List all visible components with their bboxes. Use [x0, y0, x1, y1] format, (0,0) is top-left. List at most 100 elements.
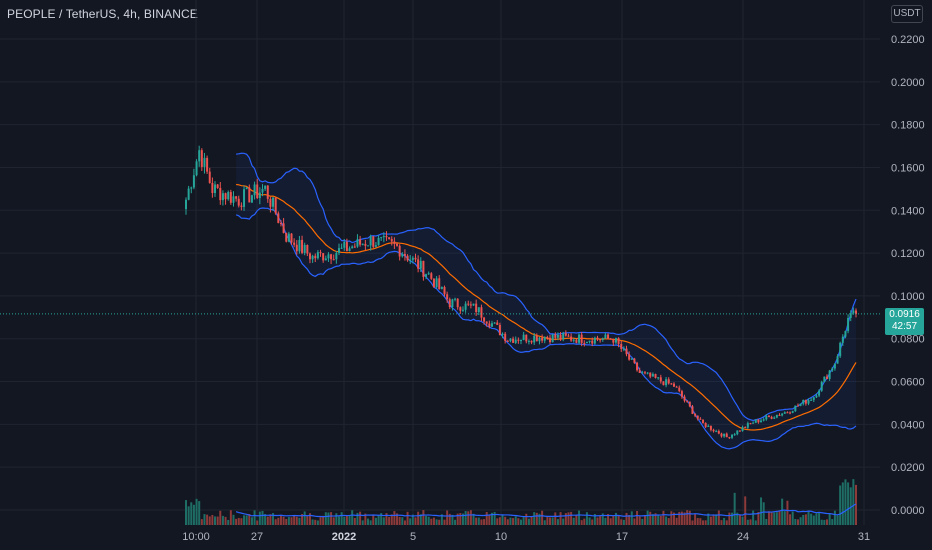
candle-body	[638, 370, 641, 374]
candle-body	[575, 339, 578, 343]
candle-body	[301, 239, 304, 253]
candle-body	[235, 196, 238, 199]
candle-body	[517, 339, 520, 341]
candle-body	[216, 184, 219, 188]
volume-bar	[369, 520, 372, 525]
candle-body	[512, 338, 515, 343]
volume-bar	[720, 520, 723, 525]
volume-bar	[599, 515, 602, 525]
volume-bar	[812, 515, 815, 525]
candle-body	[417, 259, 420, 269]
volume-bar	[393, 511, 396, 525]
candle-body	[570, 336, 573, 341]
volume-bar	[208, 516, 211, 525]
candle-body	[688, 401, 691, 407]
price-tick-label: 0.0000	[891, 505, 925, 517]
candle-body	[208, 171, 211, 183]
candle-body	[343, 242, 346, 248]
volume-bar	[425, 515, 428, 525]
volume-bar	[614, 512, 617, 525]
volume-moving-average	[235, 503, 857, 518]
volume-bar	[527, 518, 530, 525]
volume-bar	[654, 513, 657, 525]
candle-body	[279, 222, 282, 224]
candle-body	[448, 299, 451, 308]
volume-bar	[277, 517, 280, 525]
volume-bar	[686, 510, 689, 525]
volume-bar	[731, 512, 734, 525]
candle-body	[337, 248, 340, 253]
candle-body	[535, 335, 538, 342]
price-tick-label: 0.1000	[891, 291, 925, 303]
volume-bar	[248, 513, 251, 525]
volume-bar	[509, 517, 512, 525]
candle-body	[625, 348, 628, 355]
candle-body	[264, 185, 267, 189]
volume-bar	[438, 519, 441, 525]
candle-body	[456, 298, 459, 308]
candle-body	[272, 197, 275, 207]
basis-line	[236, 183, 857, 431]
volume-bar	[533, 512, 536, 525]
volume-bar	[319, 517, 322, 525]
candle-body	[461, 309, 464, 311]
volume-bar	[815, 513, 818, 525]
candle-body	[549, 337, 552, 343]
volume-bar	[311, 519, 314, 525]
volume-bar	[799, 517, 802, 525]
volume-bar	[852, 479, 855, 525]
volume-bar	[314, 519, 317, 525]
volume-bar	[580, 520, 583, 525]
volume-bar	[855, 484, 857, 525]
volume-bar	[364, 513, 367, 525]
volume-bar	[185, 500, 187, 525]
volume-bar	[390, 514, 393, 525]
candle-body	[728, 437, 731, 439]
volume-bar	[607, 513, 610, 525]
currency-unit-button[interactable]: USDT	[891, 5, 923, 23]
candle-body	[480, 307, 483, 318]
candle-body	[306, 244, 309, 254]
band-fill	[236, 153, 856, 449]
volume-bar	[818, 512, 821, 525]
candle-body	[464, 303, 467, 310]
volume-bar	[461, 513, 464, 525]
volume-bar	[620, 519, 623, 525]
volume-bar	[282, 516, 285, 525]
candle-body	[303, 244, 306, 253]
candle-body	[414, 257, 417, 260]
volume-bar	[306, 516, 309, 525]
candle-body	[248, 187, 251, 203]
candle-body	[601, 338, 604, 340]
candle-body	[229, 192, 232, 203]
volume-bar	[807, 511, 810, 525]
candle-body	[250, 195, 253, 203]
candle-body	[741, 427, 744, 432]
candle-body	[406, 255, 409, 261]
volume-bar	[543, 520, 546, 525]
volume-bar	[810, 513, 813, 525]
volume-bar	[773, 512, 776, 525]
volume-bar	[340, 512, 343, 525]
candle-body	[636, 362, 639, 371]
volume-bar	[678, 511, 681, 525]
candle-body	[702, 419, 705, 423]
candle-body	[678, 387, 681, 392]
candle-body	[807, 400, 810, 404]
volume-bar	[303, 511, 306, 525]
volume-bar	[396, 513, 399, 525]
lower-band-line	[235, 207, 857, 450]
candle-body	[770, 416, 773, 419]
volume-bar	[195, 498, 198, 525]
volume-bar	[820, 519, 823, 525]
candle-body	[599, 339, 602, 341]
candle-body	[266, 185, 269, 199]
candle-body	[353, 246, 356, 248]
volume-bar	[264, 514, 267, 525]
volume-bar	[377, 515, 380, 525]
candle-body	[773, 417, 776, 419]
candle-body	[738, 430, 741, 432]
volume-bar	[567, 512, 570, 525]
candle-body	[514, 339, 517, 343]
